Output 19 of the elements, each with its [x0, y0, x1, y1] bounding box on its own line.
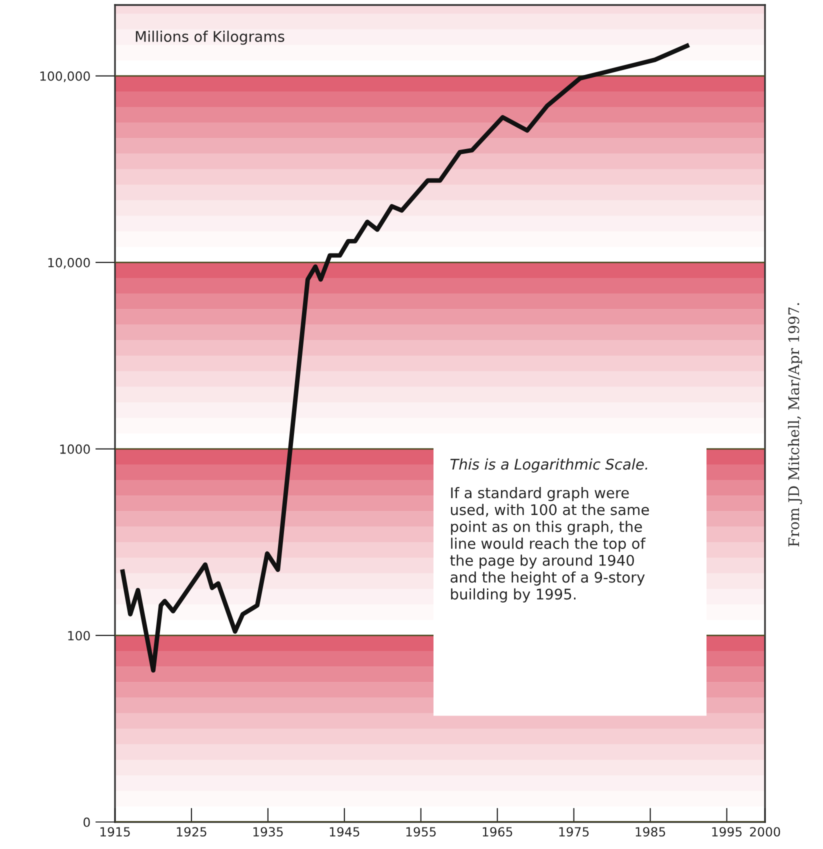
- x-tick-label: 1945: [330, 827, 360, 837]
- y-tick-label: 100,000: [40, 71, 90, 82]
- annotation: If a standard graph were used, with 100 at the same point as on this graph, the line would reach the top of the page by around 1940 and the height of a 9-story building by 1995.: [450, 487, 649, 602]
- y-tick-label: 100: [68, 630, 90, 640]
- x-tick-label: 1955: [406, 827, 436, 837]
- annotation: This is a Logarithmic Scale.: [450, 458, 648, 473]
- x-tick-label: 1995: [712, 827, 742, 837]
- text: From JD Mitchell, Mar/Apr 1997.: [788, 303, 802, 546]
- x-tick-label: 2000: [750, 827, 780, 837]
- x-tick-label: 1975: [559, 827, 589, 837]
- x-tick-label: 1985: [636, 827, 666, 837]
- x-tick-label: 1935: [253, 827, 283, 837]
- y-tick-label: 10,000: [48, 258, 90, 269]
- y-tick-label: 1000: [60, 444, 90, 454]
- y-axis-title: Millions of Kilograms: [136, 30, 284, 45]
- y-tick-label: 0: [84, 817, 90, 827]
- x-tick-label: 1965: [482, 827, 512, 837]
- x-tick-label: 1915: [100, 827, 130, 837]
- x-tick-label: 1925: [176, 827, 206, 837]
